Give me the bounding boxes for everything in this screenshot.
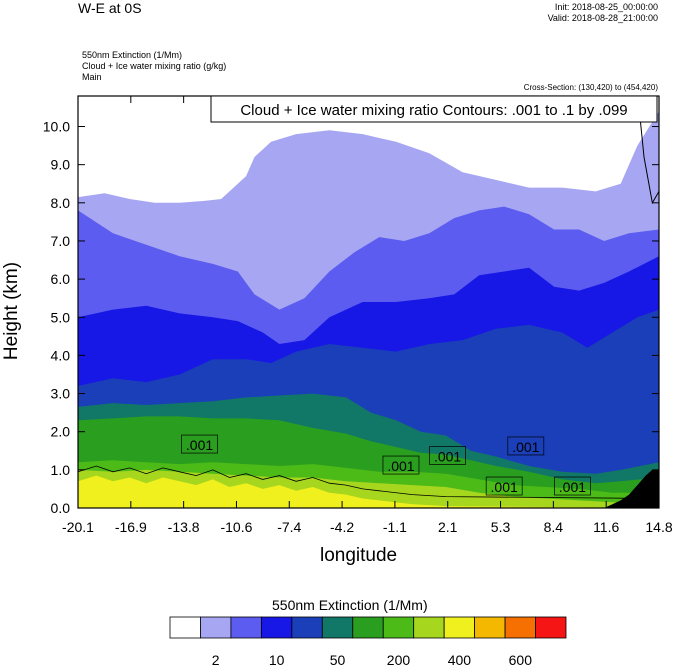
x-tick-label: -16.9 bbox=[115, 519, 147, 535]
cloud-contour-line bbox=[78, 465, 659, 499]
extinction-layer-8 bbox=[78, 475, 659, 508]
contour-label: .001 bbox=[186, 437, 213, 453]
x-axis-title: longitude bbox=[320, 545, 398, 566]
contour-label: .001 bbox=[491, 479, 518, 495]
colorbar-swatch bbox=[443, 616, 476, 639]
colorbar-swatch bbox=[504, 616, 536, 639]
y-tick-label: 0.0 bbox=[51, 500, 71, 516]
y-tick-label: 5.0 bbox=[51, 309, 71, 325]
valid-time: Valid: 2018-08-28_21:00:00 bbox=[547, 13, 658, 23]
y-tick-label: 4.0 bbox=[51, 347, 71, 363]
x-tick-label: 5.3 bbox=[491, 519, 511, 535]
init-time: Init: 2018-08-25_00:00:00 bbox=[554, 2, 658, 12]
x-tick-label: -7.4 bbox=[277, 519, 301, 535]
colorbar-tick-label: 2 bbox=[212, 652, 220, 667]
y-tick-label: 3.0 bbox=[51, 386, 71, 402]
contour-label-box bbox=[382, 455, 420, 475]
contour-label: .001 bbox=[559, 479, 586, 495]
x-tick-label: -4.2 bbox=[330, 519, 354, 535]
x-tick-label: -13.8 bbox=[168, 519, 200, 535]
colorbar-swatch bbox=[230, 616, 262, 639]
colorbar-tick-label: 50 bbox=[330, 652, 346, 667]
colorbar-swatch bbox=[413, 616, 445, 639]
y-tick-label: 2.0 bbox=[51, 424, 71, 440]
contour-label-box bbox=[429, 446, 466, 465]
field-name-extinction: 550nm Extinction (1/Mm) bbox=[82, 50, 183, 60]
y-tick-label: 6.0 bbox=[51, 271, 71, 287]
x-tick-label: 11.6 bbox=[593, 519, 619, 535]
x-tick-label: 14.8 bbox=[645, 519, 672, 535]
plot-title: W-E at 0S bbox=[78, 0, 142, 16]
field-name-cloud-ice: Cloud + Ice water mixing ratio (g/kg) bbox=[82, 61, 227, 71]
colorbar-tick-label: 400 bbox=[448, 652, 472, 667]
x-tick-label: -1.1 bbox=[383, 519, 407, 535]
y-axis-title: Height (km) bbox=[1, 261, 22, 361]
contour-label-box bbox=[485, 476, 523, 496]
colorbar-title: 550nm Extinction (1/Mm) bbox=[272, 597, 428, 613]
contour-label: .001 bbox=[512, 439, 539, 455]
colorbar-swatch bbox=[382, 616, 415, 639]
y-tick-label: 8.0 bbox=[51, 195, 71, 211]
x-tick-label: -20.1 bbox=[62, 519, 94, 535]
field-name-main: Main bbox=[82, 72, 102, 82]
x-tick-label: 8.4 bbox=[544, 519, 564, 535]
upper-contour-line bbox=[638, 107, 659, 205]
contour-label-box bbox=[554, 476, 591, 496]
colorbar-swatch bbox=[169, 616, 201, 639]
y-tick-label: 7.0 bbox=[51, 233, 71, 249]
colorbar-swatch bbox=[535, 616, 567, 639]
colorbar-tick-label: 200 bbox=[387, 652, 411, 667]
colorbar-swatch bbox=[321, 616, 354, 639]
colorbar-swatch bbox=[352, 616, 384, 639]
contour-label-box bbox=[507, 436, 545, 456]
contour-label: .001 bbox=[387, 458, 414, 474]
colorbar-swatch bbox=[200, 616, 232, 639]
colorbar-swatch bbox=[260, 616, 293, 639]
y-tick-label: 1.0 bbox=[51, 462, 71, 478]
x-tick-label: -10.6 bbox=[220, 519, 252, 535]
contour-label: .001 bbox=[434, 449, 461, 465]
contour-title-box bbox=[210, 95, 658, 123]
y-tick-label: 10.0 bbox=[43, 119, 70, 135]
contour-title: Cloud + Ice water mixing ratio Contours:… bbox=[240, 102, 627, 119]
contour-label-box bbox=[181, 434, 218, 454]
colorbar-tick-label: 600 bbox=[509, 652, 533, 667]
colorbar-swatch bbox=[474, 616, 506, 639]
cross-section-label: Cross-Section: (130,420) to (454,420) bbox=[523, 83, 658, 92]
y-tick-label: 9.0 bbox=[51, 157, 71, 173]
x-tick-label: 2.1 bbox=[438, 519, 458, 535]
colorbar-tick-label: 10 bbox=[269, 652, 285, 667]
colorbar-swatch bbox=[291, 616, 323, 639]
